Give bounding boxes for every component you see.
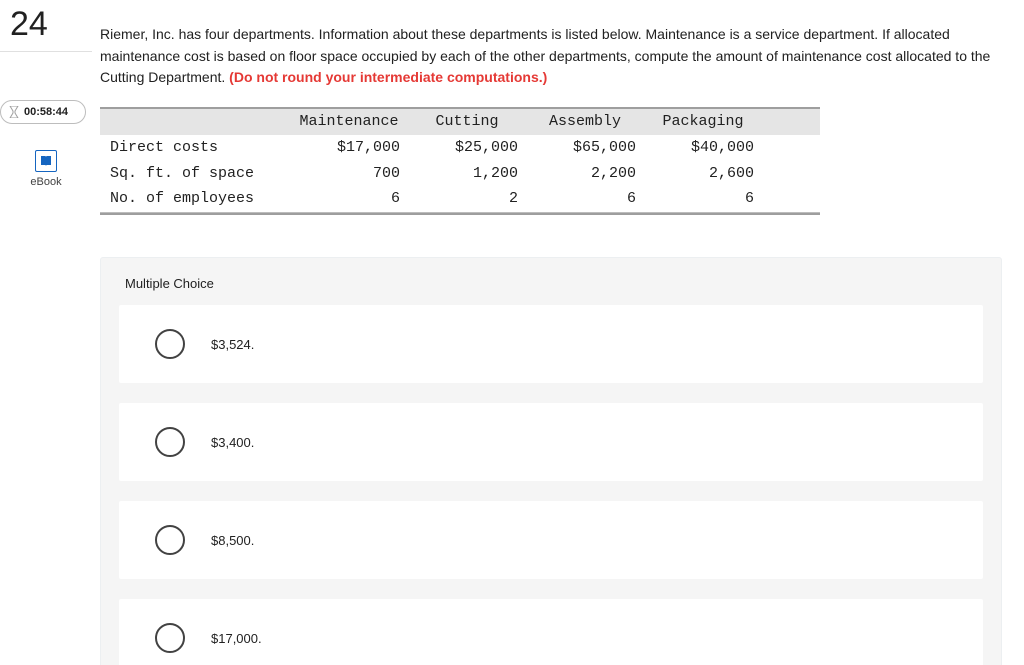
choice-label: $3,524. (211, 337, 254, 352)
choice-label: $8,500. (211, 533, 254, 548)
ebook-button[interactable]: eBook (0, 150, 92, 188)
row-label: Sq. ft. of space (100, 161, 290, 187)
data-table: Maintenance Cutting Assembly Packaging D… (100, 107, 820, 215)
timer-pill: 00:58:44 (0, 100, 86, 124)
row-label: No. of employees (100, 186, 290, 212)
choice-option[interactable]: $3,524. (119, 305, 983, 383)
table-cell: $65,000 (526, 135, 644, 161)
table-header-cell: Assembly (526, 109, 644, 135)
prompt-warning-text: (Do not round your intermediate computat… (229, 69, 547, 85)
table-cell: $17,000 (290, 135, 408, 161)
book-icon (35, 150, 57, 172)
multiple-choice-title: Multiple Choice (101, 258, 1001, 305)
choice-label: $17,000. (211, 631, 262, 646)
table-cell: 6 (644, 186, 762, 212)
question-prompt: Riemer, Inc. has four departments. Infor… (100, 24, 1014, 89)
table-cell: 2 (408, 186, 526, 212)
table-cell: 6 (290, 186, 408, 212)
table-row: Sq. ft. of space 700 1,200 2,200 2,600 (100, 161, 820, 187)
table-cell: $25,000 (408, 135, 526, 161)
table-header-cell: Packaging (644, 109, 762, 135)
radio-icon[interactable] (155, 525, 185, 555)
table-cell: 2,200 (526, 161, 644, 187)
table-header-row: Maintenance Cutting Assembly Packaging (100, 109, 820, 135)
table-header-cell: Cutting (408, 109, 526, 135)
table-header-cell: Maintenance (290, 109, 408, 135)
hourglass-icon (9, 106, 19, 118)
choice-label: $3,400. (211, 435, 254, 450)
radio-icon[interactable] (155, 623, 185, 653)
timer-value: 00:58:44 (24, 106, 68, 118)
ebook-label: eBook (0, 176, 92, 188)
radio-icon[interactable] (155, 329, 185, 359)
answer-block: Multiple Choice $3,524. $3,400. $8,500. … (100, 257, 1002, 665)
table-cell: 1,200 (408, 161, 526, 187)
table-row: No. of employees 6 2 6 6 (100, 186, 820, 213)
table-cell: 6 (526, 186, 644, 212)
table-corner-cell (100, 109, 290, 135)
table-cell: 700 (290, 161, 408, 187)
table-cell: $40,000 (644, 135, 762, 161)
table-row: Direct costs $17,000 $25,000 $65,000 $40… (100, 135, 820, 161)
row-label: Direct costs (100, 135, 290, 161)
table-cell: 2,600 (644, 161, 762, 187)
choice-option[interactable]: $17,000. (119, 599, 983, 665)
radio-icon[interactable] (155, 427, 185, 457)
choice-option[interactable]: $8,500. (119, 501, 983, 579)
choice-option[interactable]: $3,400. (119, 403, 983, 481)
question-number: 24 (0, 6, 92, 52)
